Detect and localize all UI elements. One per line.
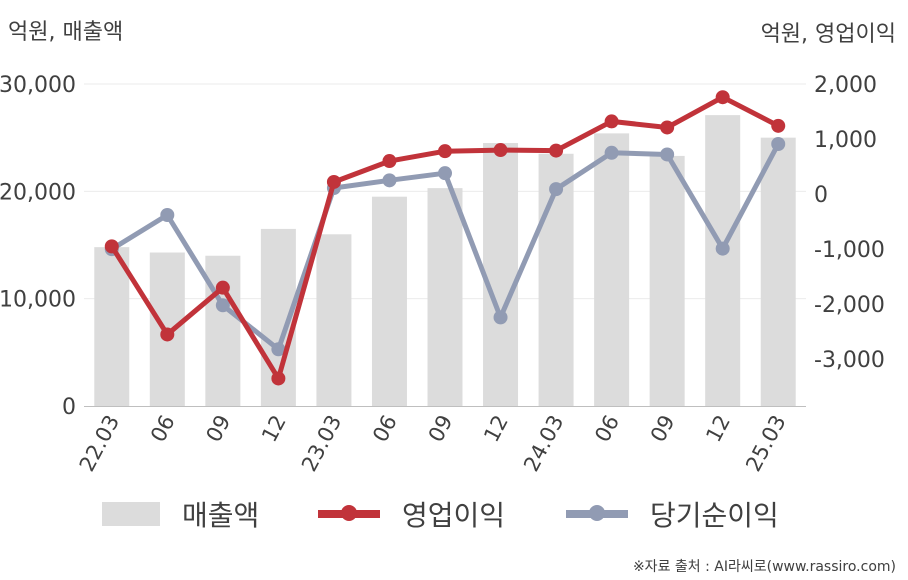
- point-operating-profit-4: [326, 174, 341, 189]
- x-tick-label: 12: [701, 411, 735, 446]
- x-tick-label: 09: [424, 411, 458, 446]
- point-net-income-2: [215, 298, 230, 313]
- x-tick-label: 06: [146, 411, 180, 446]
- point-operating-profit-10: [660, 120, 675, 135]
- right-tick-label: -1,000: [814, 238, 885, 263]
- bar-sales-9: [594, 133, 630, 406]
- x-tick-label: 12: [479, 411, 513, 446]
- x-tick-label: 22.03: [75, 411, 124, 475]
- profit-lines: [104, 90, 786, 386]
- right-axis-unit: 억원, 영업이익: [760, 22, 896, 47]
- point-operating-profit-3: [271, 371, 286, 386]
- point-net-income-11: [715, 241, 730, 256]
- right-tick-label: 1,000: [814, 128, 877, 153]
- bar-sales-6: [427, 188, 463, 406]
- point-operating-profit-9: [604, 114, 619, 129]
- bar-sales-0: [94, 247, 130, 406]
- legend-item-net-income: 당기순이익: [566, 492, 779, 536]
- x-tick-label: 09: [646, 411, 680, 446]
- x-tick-label: 12: [257, 411, 291, 446]
- point-operating-profit-12: [771, 118, 786, 133]
- point-operating-profit-1: [160, 327, 175, 342]
- legend-label-net-income: 당기순이익: [650, 499, 779, 532]
- point-net-income-9: [604, 145, 619, 160]
- point-net-income-8: [549, 182, 564, 197]
- bar-sales-4: [316, 234, 352, 406]
- point-operating-profit-7: [493, 143, 508, 158]
- legend-item-sales: 매출액: [102, 492, 259, 536]
- point-operating-profit-2: [215, 280, 230, 295]
- legend-swatch-net-income: [566, 505, 628, 521]
- bar-sales-10: [649, 155, 685, 406]
- left-axis-unit: 억원, 매출액: [8, 20, 124, 45]
- left-tick-label: 0: [62, 395, 76, 420]
- point-net-income-5: [382, 173, 397, 188]
- right-tick-label: 0: [814, 183, 828, 208]
- source-note: ※자료 출처 : AI라씨로(www.rassiro.com): [632, 559, 896, 575]
- x-tick-label: 09: [202, 411, 236, 446]
- left-tick-label: 30,000: [0, 73, 76, 98]
- right-tick-label: -2,000: [814, 293, 885, 318]
- legend-label-sales: 매출액: [182, 499, 260, 532]
- x-tick-label: 25.03: [741, 411, 790, 475]
- point-net-income-10: [660, 147, 675, 162]
- bar-sales-5: [371, 196, 407, 406]
- bar-sales-7: [483, 143, 519, 407]
- x-tick-label: 06: [368, 411, 402, 446]
- point-operating-profit-5: [382, 154, 397, 169]
- point-net-income-3: [271, 342, 286, 357]
- point-operating-profit-6: [438, 144, 452, 159]
- point-operating-profit-0: [104, 239, 119, 254]
- bar-sales-12: [760, 137, 796, 406]
- legend-swatch-operating-profit: [318, 505, 380, 521]
- legend-item-operating-profit: 영업이익: [318, 492, 505, 536]
- left-tick-label: 20,000: [0, 180, 76, 205]
- x-tick-label: 23.03: [297, 411, 346, 475]
- point-operating-profit-11: [715, 90, 730, 105]
- right-tick-label: -3,000: [814, 348, 885, 373]
- legend-swatch-sales: [102, 502, 160, 526]
- point-net-income-6: [438, 166, 452, 181]
- bar-sales-2: [205, 255, 241, 406]
- legend-label-operating-profit: 영업이익: [402, 499, 506, 532]
- x-tick-label: 06: [590, 411, 624, 446]
- left-tick-label: 10,000: [0, 288, 76, 313]
- point-net-income-12: [771, 136, 786, 151]
- sales-bars: [94, 115, 796, 407]
- point-net-income-7: [493, 310, 508, 325]
- point-operating-profit-8: [549, 143, 564, 158]
- right-tick-label: 2,000: [814, 73, 877, 98]
- point-net-income-1: [160, 208, 175, 223]
- x-tick-label: 24.03: [519, 411, 568, 475]
- bar-sales-11: [705, 115, 741, 407]
- combo-chart: 0 10,000 20,000 30,000 -3,000 -2,000 -1,000 0 1,…: [0, 73, 885, 475]
